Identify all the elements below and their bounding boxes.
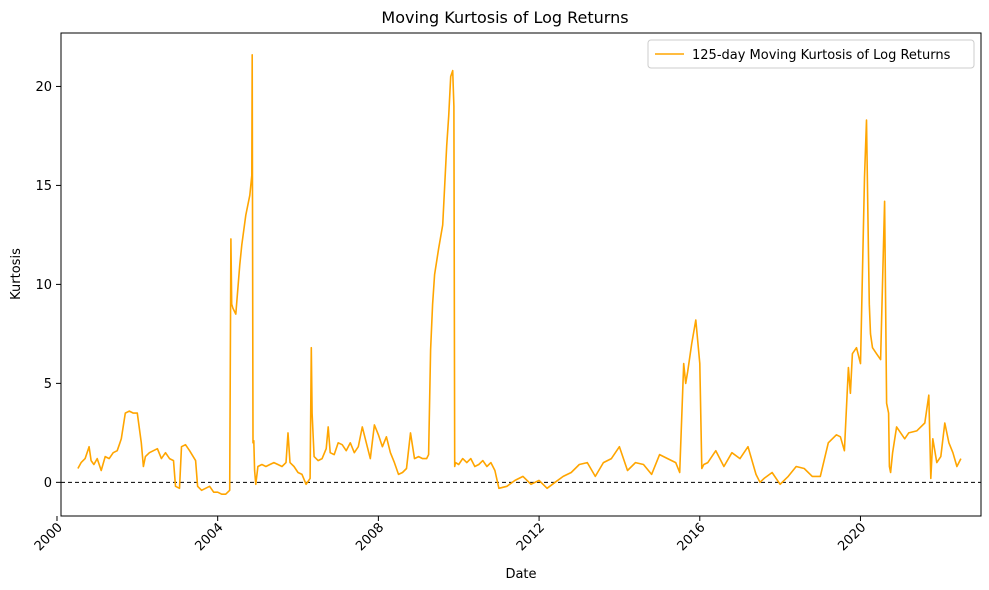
legend: 125-day Moving Kurtosis of Log Returns: [647, 39, 975, 69]
y-axis-label: Kurtosis: [9, 248, 24, 300]
series-line-moving-kurtosis: [77, 53, 962, 496]
chart-title: Moving Kurtosis of Log Returns: [381, 8, 628, 27]
x-axis-label: Date: [505, 567, 536, 582]
x-tick-label: 2000: [32, 520, 66, 554]
y-tick-label: 10: [35, 278, 52, 293]
legend-label: 125-day Moving Kurtosis of Log Returns: [692, 48, 951, 63]
x-tick-label: 2020: [835, 520, 869, 554]
plot-frame: [60, 32, 982, 517]
y-tick-label: 20: [35, 80, 52, 95]
x-tick-label: 2012: [514, 520, 548, 554]
x-tick-label: 2016: [675, 520, 709, 554]
x-tick-label: 2008: [353, 520, 387, 554]
legend-box: [647, 39, 975, 69]
x-tick-label: 2004: [193, 520, 227, 554]
y-axis-ticks: 0 5 10 15 20: [35, 80, 61, 491]
y-tick-label: 15: [35, 179, 52, 194]
x-axis-ticks: 2000 2004 2008 2012 2016 2020: [32, 516, 869, 554]
y-tick-label: 0: [44, 476, 52, 491]
y-tick-label: 5: [44, 377, 52, 392]
